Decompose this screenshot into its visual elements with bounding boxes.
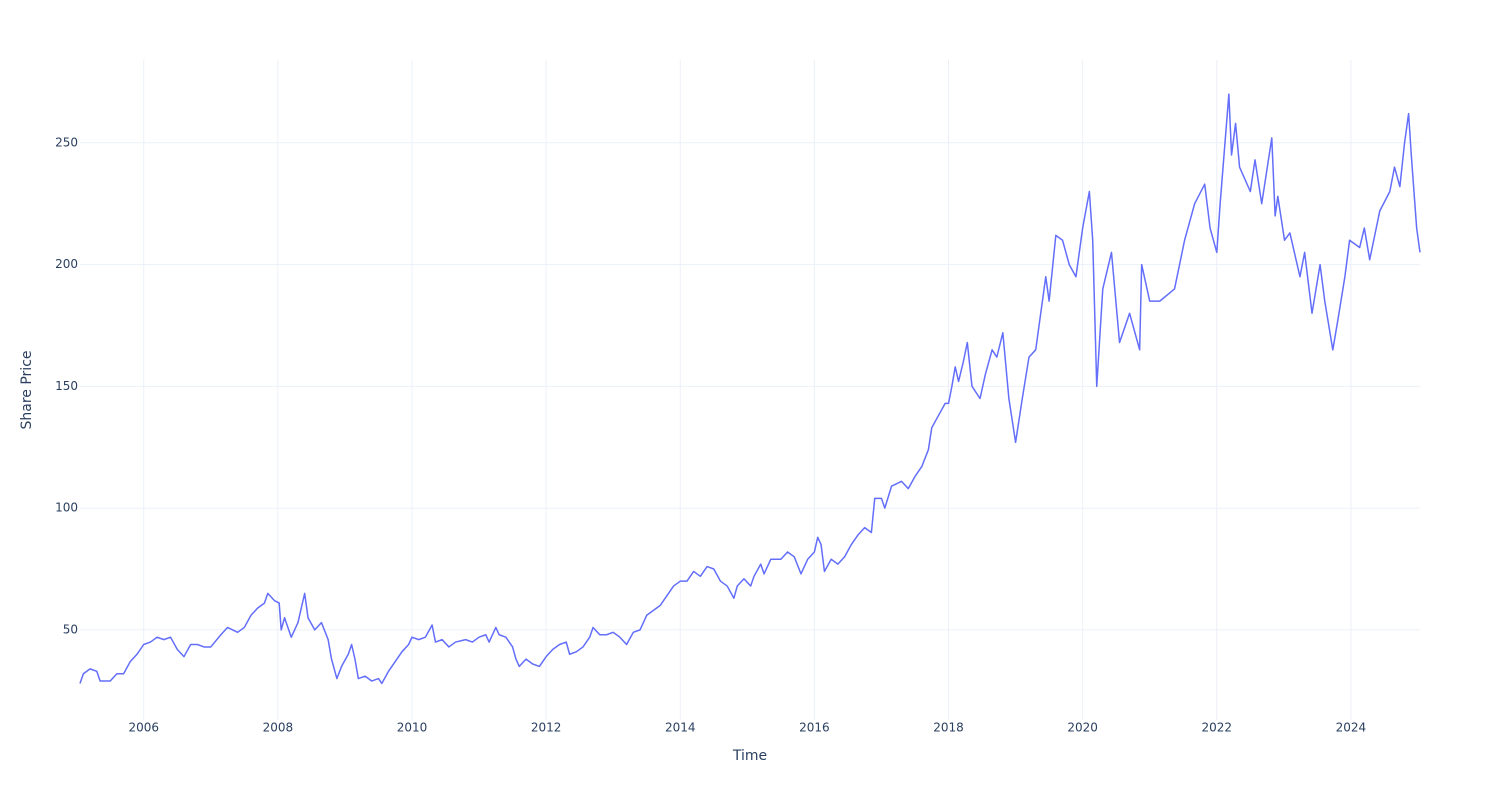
x-tick-label: 2020 (1067, 721, 1098, 735)
x-axis-title: Time (732, 748, 767, 764)
y-axis-title: Share Price (19, 350, 35, 429)
price-line (79, 93, 1421, 685)
x-tick-label: 2018 (933, 721, 964, 735)
x-tick-label: 2014 (665, 721, 696, 735)
x-tick-label: 2024 (1336, 721, 1367, 735)
x-tick-label: 2010 (397, 721, 428, 735)
y-tick-label: 200 (55, 257, 78, 271)
x-tick-label: 2016 (799, 721, 830, 735)
x-tick-label: 2012 (531, 721, 562, 735)
x-tick-label: 2008 (263, 721, 294, 735)
y-tick-label: 100 (55, 501, 78, 515)
y-tick-label: 250 (55, 135, 78, 149)
y-tick-label: 50 (63, 622, 78, 636)
x-tick-label: 2006 (128, 721, 159, 735)
y-tick-label: 150 (55, 379, 78, 393)
x-tick-label: 2022 (1202, 721, 1233, 735)
